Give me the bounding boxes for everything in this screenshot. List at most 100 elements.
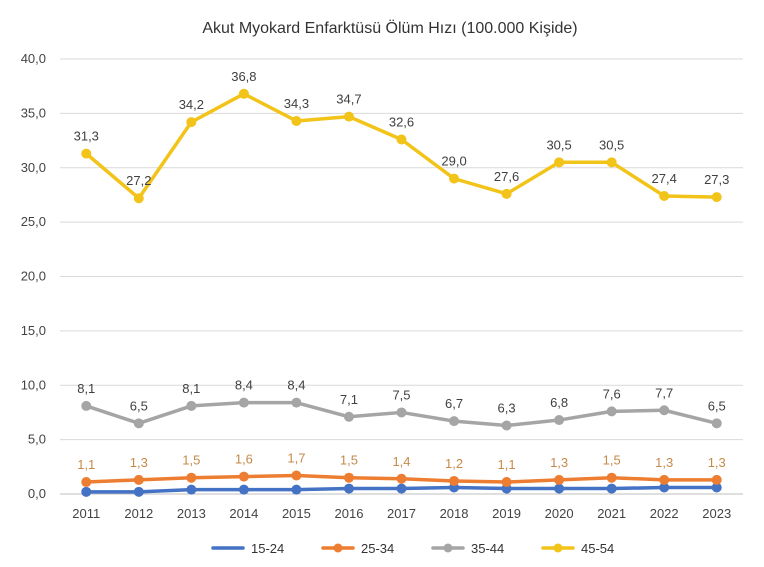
data-label: 1,3 — [130, 455, 148, 470]
data-point — [711, 192, 722, 203]
data-label: 1,2 — [445, 456, 463, 471]
data-label: 34,3 — [284, 96, 309, 111]
x-tick-label: 2022 — [650, 506, 679, 521]
data-point — [396, 407, 407, 418]
data-label: 32,6 — [389, 114, 414, 129]
data-label: 1,1 — [77, 457, 95, 472]
data-label: 1,6 — [235, 452, 253, 467]
data-point — [396, 134, 407, 145]
legend-item: 35-44 — [431, 541, 504, 556]
data-label: 1,3 — [708, 455, 726, 470]
data-point — [186, 117, 197, 128]
data-label: 27,4 — [652, 171, 677, 186]
data-point — [238, 397, 249, 408]
series-35-44: 8,1 6,5 8,1 8,4 8,4 7,1 7,5 6,7 6,3 6,8 7,6 7,7 6,5 — [77, 378, 726, 431]
data-point — [343, 472, 354, 483]
data-label: 1,3 — [655, 455, 673, 470]
x-tick-label: 2018 — [440, 506, 469, 521]
data-label: 31,3 — [74, 129, 99, 144]
data-label: 7,1 — [340, 392, 358, 407]
data-label: 1,4 — [392, 454, 410, 469]
x-tick-label: 2021 — [597, 506, 626, 521]
data-point — [291, 397, 302, 408]
data-point — [606, 157, 617, 168]
legend-marker — [553, 543, 563, 553]
data-point — [133, 474, 144, 485]
legend-label: 25-34 — [361, 541, 394, 556]
data-point — [554, 483, 565, 494]
y-tick-label: 15,0 — [21, 323, 46, 338]
data-point — [343, 483, 354, 494]
x-tick-label: 2014 — [229, 506, 258, 521]
x-tick-label: 2016 — [335, 506, 364, 521]
data-label: 27,2 — [126, 173, 151, 188]
data-label: 7,7 — [655, 385, 673, 400]
data-label: 1,1 — [498, 457, 516, 472]
data-point — [449, 475, 460, 486]
data-point — [606, 472, 617, 483]
data-point — [133, 486, 144, 497]
data-point — [449, 173, 460, 184]
legend-label: 35-44 — [471, 541, 504, 556]
data-point — [133, 193, 144, 204]
data-label: 30,5 — [599, 137, 624, 152]
data-point — [449, 416, 460, 427]
series-layer: 1,1 1,3 1,5 1,6 1,7 1,5 1,4 1,2 1,1 1,3 1,5 1,3 1,3 8… — [74, 69, 729, 497]
data-point — [186, 484, 197, 495]
data-label: 8,4 — [287, 378, 305, 393]
data-point — [291, 115, 302, 126]
data-point — [238, 88, 249, 99]
data-point — [238, 471, 249, 482]
data-label: 1,7 — [287, 451, 305, 466]
data-point — [711, 474, 722, 485]
x-tick-label: 2013 — [177, 506, 206, 521]
y-tick-label: 0,0 — [28, 486, 46, 501]
data-label: 34,7 — [336, 92, 361, 107]
data-label: 7,5 — [392, 387, 410, 402]
data-label: 7,6 — [603, 386, 621, 401]
data-label: 1,5 — [340, 453, 358, 468]
data-label: 8,1 — [182, 381, 200, 396]
data-point — [606, 483, 617, 494]
data-point — [554, 415, 565, 426]
chart-title: Akut Myokard Enfarktüsü Ölüm Hızı (100.0… — [202, 19, 577, 37]
data-point — [711, 418, 722, 429]
x-axis: 2011 2012 2013 2014 2015 2016 2017 2018 2019 2020… — [72, 506, 731, 521]
y-tick-label: 10,0 — [21, 377, 46, 392]
data-point — [659, 191, 670, 202]
data-point — [291, 470, 302, 481]
y-axis: 0,0 5,0 10,0 15,0 20,0 25,0 30,0 35,0 40,0 — [21, 51, 46, 501]
x-tick-label: 2015 — [282, 506, 311, 521]
data-label: 8,1 — [77, 381, 95, 396]
legend-item: 25-34 — [321, 541, 394, 556]
data-point — [291, 484, 302, 495]
data-point — [554, 157, 565, 168]
y-tick-label: 20,0 — [21, 269, 46, 284]
x-tick-label: 2011 — [72, 506, 100, 521]
y-tick-label: 25,0 — [21, 214, 46, 229]
legend-item: 15-24 — [211, 541, 284, 556]
x-tick-label: 2019 — [492, 506, 521, 521]
data-label: 6,5 — [708, 398, 726, 413]
data-point — [81, 148, 92, 159]
data-point — [396, 473, 407, 484]
data-point — [396, 483, 407, 494]
data-label: 6,8 — [550, 395, 568, 410]
y-tick-label: 35,0 — [21, 105, 46, 120]
data-point — [501, 477, 512, 488]
data-label: 29,0 — [441, 154, 466, 169]
x-tick-label: 2023 — [702, 506, 731, 521]
data-point — [238, 484, 249, 495]
data-point — [554, 474, 565, 485]
data-label: 27,3 — [704, 172, 729, 187]
legend-marker — [443, 543, 453, 553]
data-point — [501, 188, 512, 199]
data-label: 6,5 — [130, 398, 148, 413]
data-point — [81, 477, 92, 488]
data-point — [133, 418, 144, 429]
legend-item: 45-54 — [541, 541, 614, 556]
x-tick-label: 2012 — [124, 506, 153, 521]
data-point — [659, 474, 670, 485]
